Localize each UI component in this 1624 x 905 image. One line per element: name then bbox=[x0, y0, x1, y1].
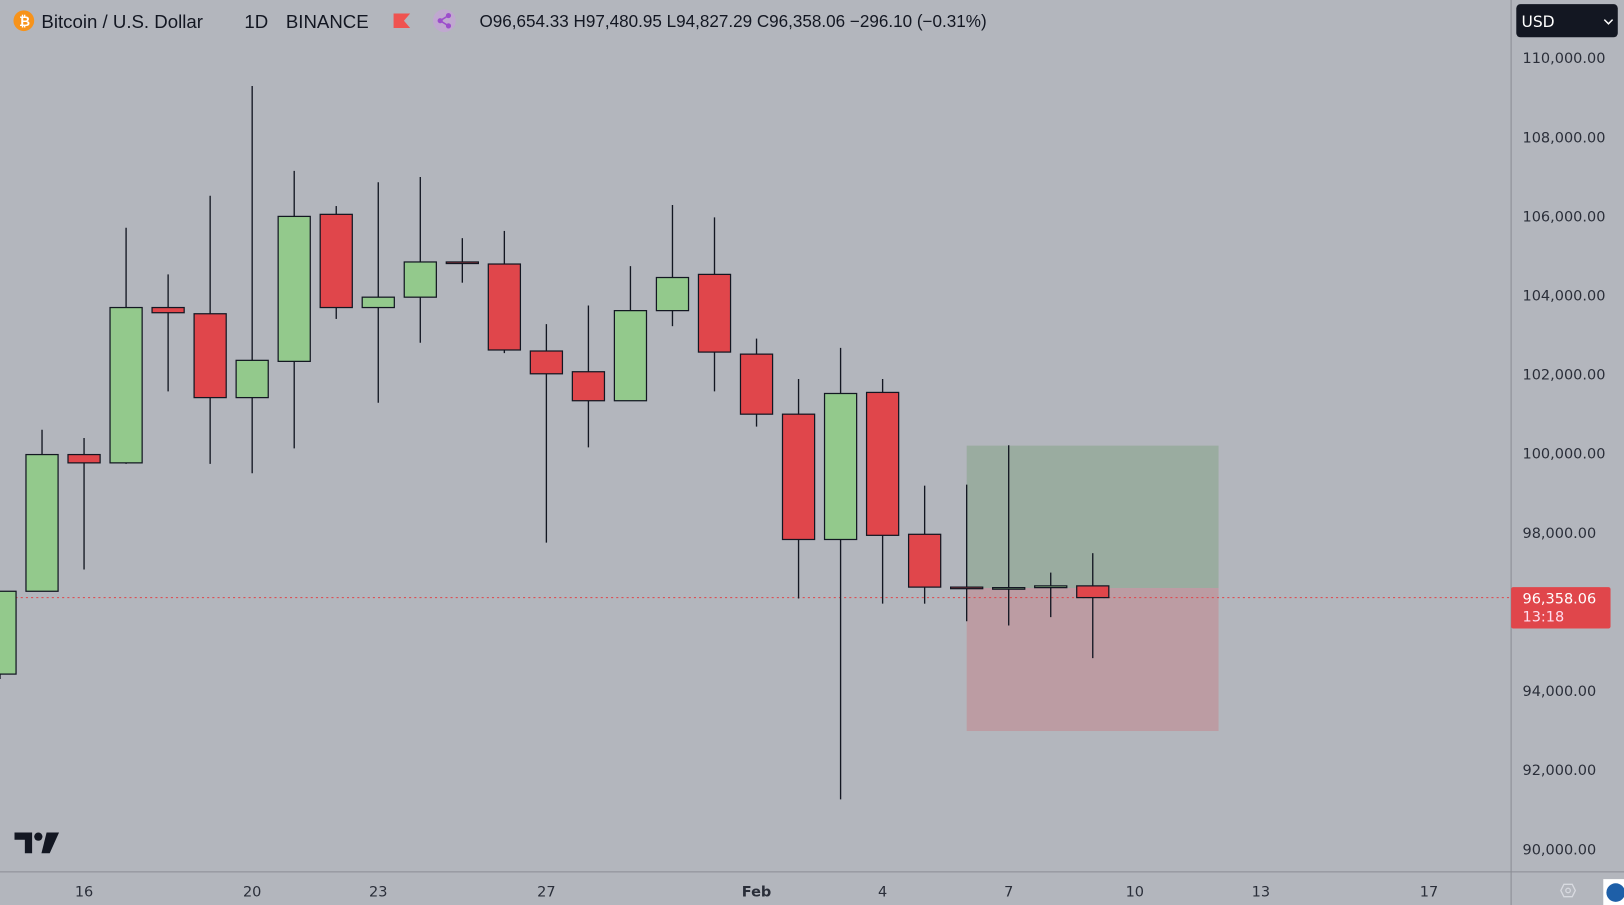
bitcoin-logo-icon bbox=[13, 10, 35, 32]
candle-body bbox=[571, 371, 606, 402]
candle-body bbox=[25, 453, 59, 592]
y-tick-label: 90,000.00 bbox=[1523, 842, 1597, 858]
candle-body bbox=[67, 453, 101, 464]
y-tick-label: 92,000.00 bbox=[1523, 763, 1597, 779]
candle-body bbox=[823, 392, 858, 541]
candle-body bbox=[0, 590, 17, 675]
candle-body bbox=[403, 261, 437, 298]
candle-body bbox=[193, 313, 227, 399]
share-icon[interactable] bbox=[432, 9, 456, 33]
countdown-timer: 13:18 bbox=[1523, 609, 1565, 625]
candle[interactable] bbox=[529, 324, 564, 543]
x-tick-label: 13 bbox=[1252, 885, 1270, 901]
candle-body bbox=[1076, 585, 1110, 599]
candle-body bbox=[613, 310, 648, 402]
candle[interactable] bbox=[445, 238, 479, 283]
price-axis[interactable]: 110,000.00 108,000.00 106,000.00 104,000.00… bbox=[1523, 51, 1606, 858]
candle[interactable] bbox=[739, 338, 774, 427]
candle[interactable] bbox=[67, 437, 101, 570]
candle[interactable] bbox=[865, 378, 900, 604]
candle-body bbox=[781, 413, 816, 541]
x-tick-label: 4 bbox=[878, 885, 887, 901]
candle[interactable] bbox=[613, 266, 648, 402]
candle[interactable] bbox=[655, 205, 690, 327]
candle-body bbox=[655, 276, 690, 312]
candle-body bbox=[361, 296, 395, 309]
candle-body bbox=[529, 350, 564, 375]
candle-body bbox=[949, 586, 984, 590]
y-tick-label: 98,000.00 bbox=[1523, 526, 1597, 542]
x-tick-label: 20 bbox=[243, 885, 261, 901]
candle[interactable] bbox=[109, 227, 143, 464]
symbol-name[interactable]: Bitcoin / U.S. Dollar bbox=[41, 11, 202, 32]
chevron-down-icon bbox=[1603, 19, 1614, 25]
currency-button[interactable]: USD bbox=[1516, 4, 1618, 38]
candle-body bbox=[739, 353, 774, 415]
globe-icon bbox=[1606, 883, 1624, 902]
candle[interactable] bbox=[193, 195, 227, 464]
y-tick-label: 102,000.00 bbox=[1523, 368, 1606, 384]
ohlc-values: O96,654.33 H97,480.95 L94,827.29 C96,358… bbox=[480, 12, 987, 31]
candle[interactable] bbox=[0, 590, 17, 679]
candle[interactable] bbox=[949, 484, 984, 622]
candle-body bbox=[865, 391, 900, 536]
svg-text:USD: USD bbox=[1521, 13, 1554, 31]
tradingview-logo[interactable] bbox=[14, 832, 60, 854]
y-tick-label: 94,000.00 bbox=[1523, 684, 1597, 700]
candle[interactable] bbox=[571, 305, 606, 448]
candle[interactable] bbox=[151, 274, 185, 392]
candle-body bbox=[992, 587, 1026, 590]
candle-body bbox=[151, 306, 185, 314]
candle[interactable] bbox=[697, 217, 732, 392]
candle[interactable] bbox=[319, 206, 353, 319]
flag-icon[interactable] bbox=[393, 13, 411, 28]
x-tick-label: 7 bbox=[1004, 885, 1013, 901]
x-tick-label: 17 bbox=[1420, 885, 1438, 901]
candle-body bbox=[445, 261, 479, 265]
candle[interactable] bbox=[1076, 553, 1110, 659]
current-price-value: 96,358.06 bbox=[1523, 592, 1597, 608]
candle-body bbox=[277, 215, 311, 362]
x-tick-label: 27 bbox=[537, 885, 555, 901]
y-tick-label: 110,000.00 bbox=[1523, 51, 1606, 67]
candle[interactable] bbox=[1034, 572, 1068, 618]
y-tick-label: 106,000.00 bbox=[1523, 209, 1606, 225]
candle[interactable] bbox=[403, 177, 437, 343]
y-tick-label: 104,000.00 bbox=[1523, 288, 1606, 304]
symbol-header: ₿ Bitcoin / U.S. Dollar 1D BINANCE O96,6… bbox=[13, 9, 987, 33]
candle[interactable] bbox=[235, 85, 269, 474]
svg-text:₿: ₿ bbox=[19, 14, 30, 29]
settings-icon[interactable] bbox=[1560, 883, 1577, 898]
exchange: BINANCE bbox=[286, 11, 369, 32]
candle[interactable] bbox=[907, 485, 942, 604]
candle-body bbox=[907, 533, 942, 588]
candle-body bbox=[235, 359, 269, 399]
time-axis[interactable]: 16 20 23 27 Feb 4 7 10 13 17 bbox=[75, 885, 1438, 901]
x-tick-label: 23 bbox=[369, 885, 387, 901]
current-price-label: 96,358.06 13:18 bbox=[1511, 587, 1611, 629]
interval[interactable]: 1D bbox=[244, 11, 268, 32]
candle[interactable] bbox=[992, 445, 1026, 626]
candle[interactable] bbox=[25, 429, 59, 592]
candle-body bbox=[697, 273, 732, 353]
candle[interactable] bbox=[361, 182, 395, 403]
y-tick-label: 108,000.00 bbox=[1523, 130, 1606, 146]
candle-body bbox=[319, 213, 353, 309]
candle[interactable] bbox=[823, 347, 858, 800]
x-tick-label: 10 bbox=[1126, 885, 1144, 901]
y-tick-label: 100,000.00 bbox=[1523, 447, 1606, 463]
x-tick-label: 16 bbox=[75, 885, 93, 901]
candle-body bbox=[1034, 585, 1068, 589]
x-tick-label: Feb bbox=[742, 885, 772, 901]
candle-body bbox=[487, 263, 522, 351]
candle[interactable] bbox=[781, 378, 816, 599]
candle-body bbox=[109, 306, 143, 464]
candle[interactable] bbox=[277, 170, 311, 449]
candle[interactable] bbox=[487, 230, 522, 354]
